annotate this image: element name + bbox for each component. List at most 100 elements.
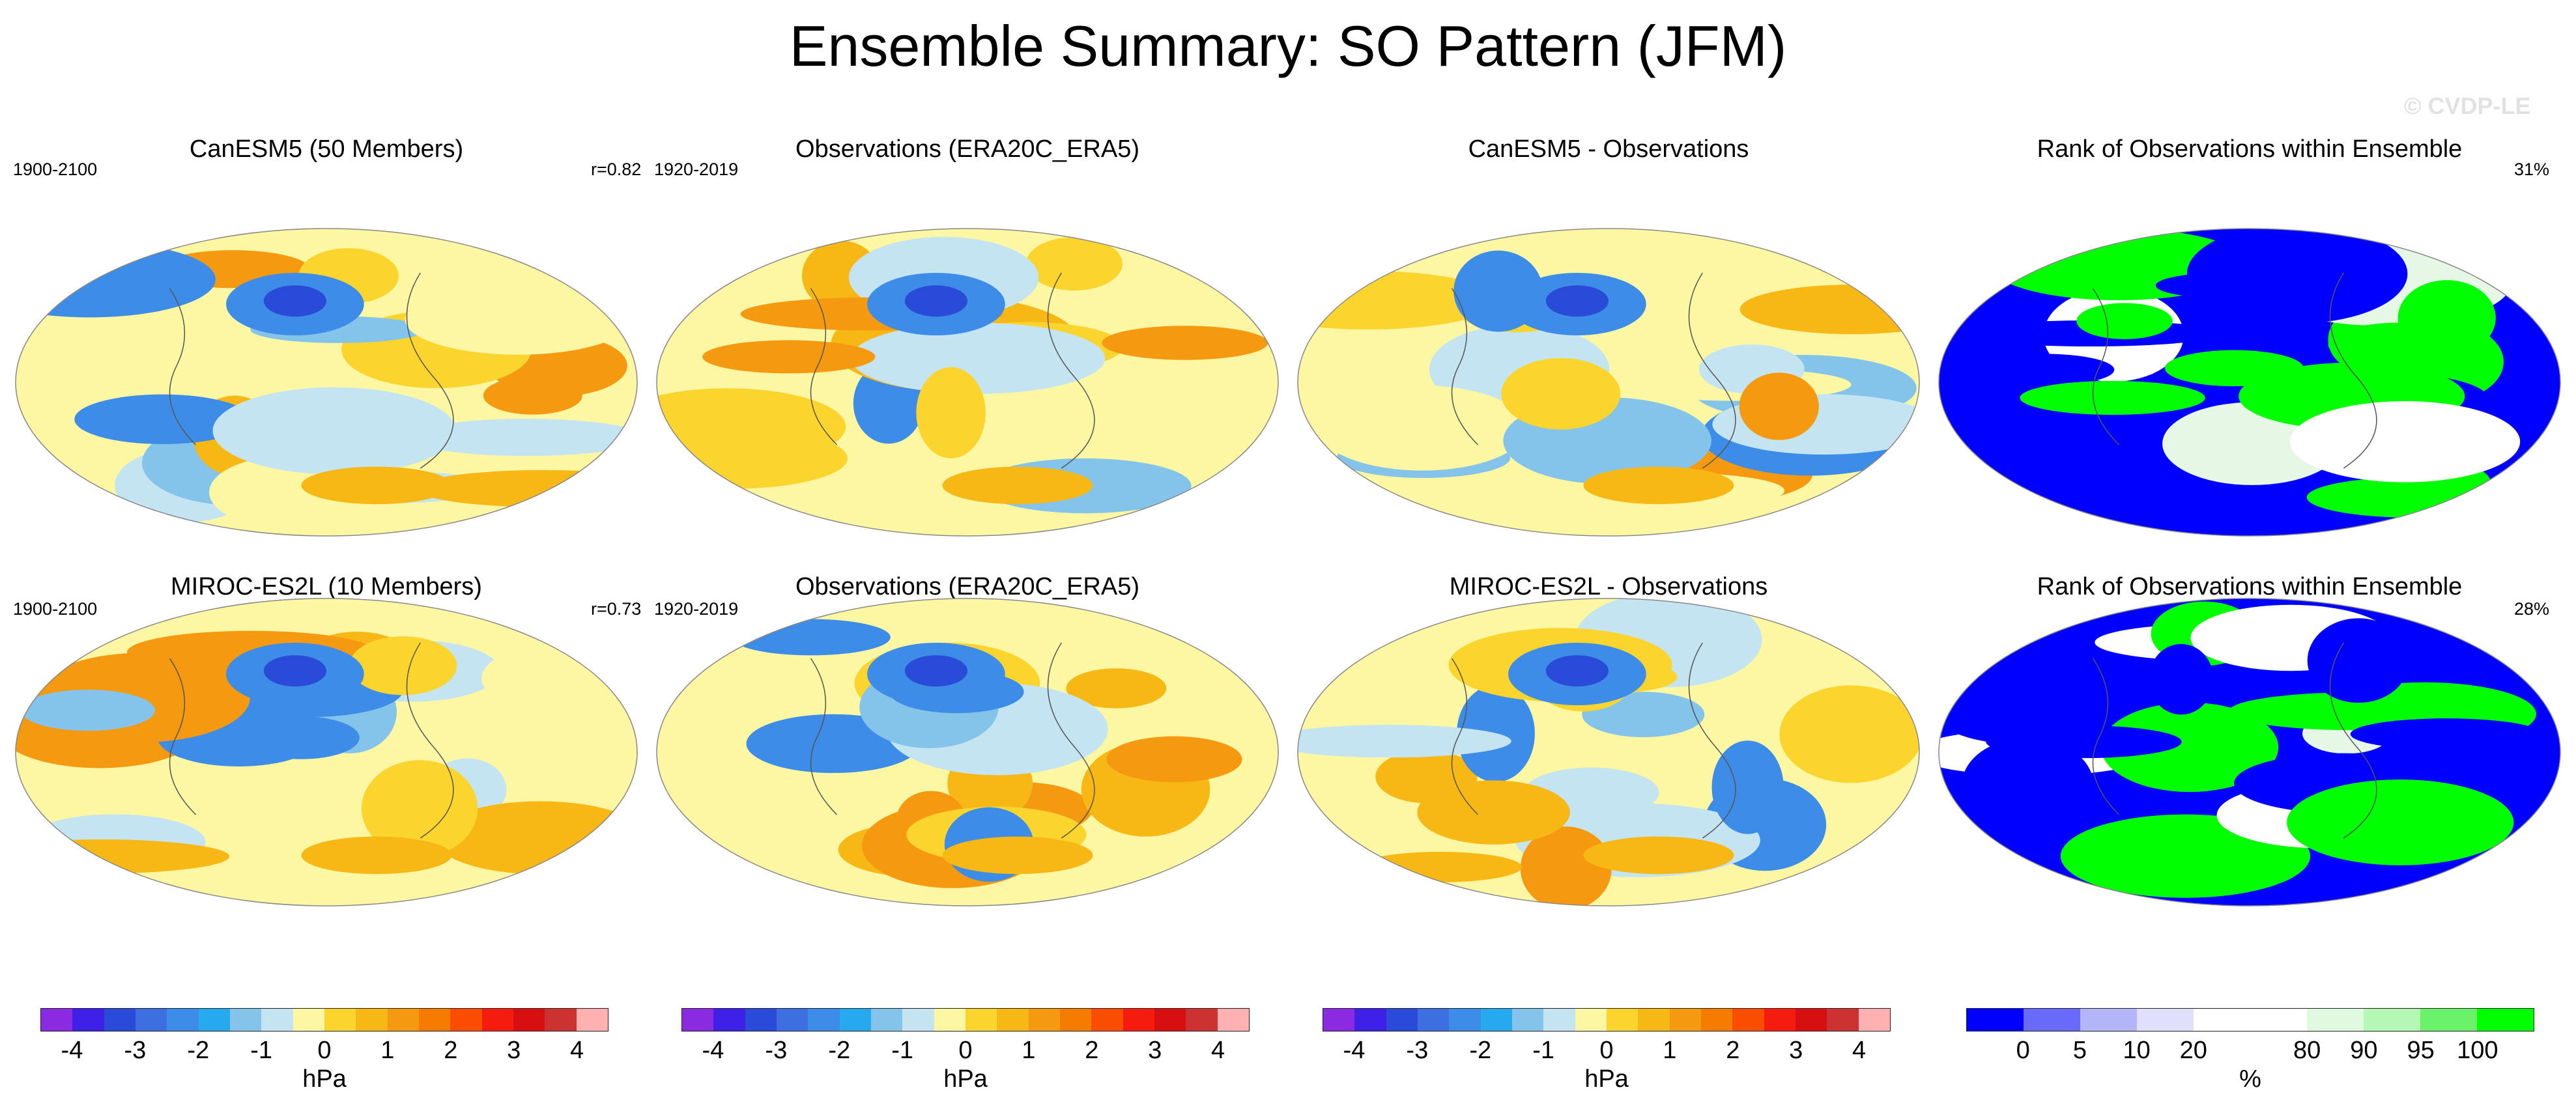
colorbar-swatch	[2477, 1009, 2534, 1031]
field-contour-region	[20, 690, 155, 731]
colorbar-swatch	[2194, 1009, 2250, 1031]
field-contour-region	[1975, 354, 2115, 386]
colorbar-swatch	[1638, 1009, 1670, 1031]
colorbar-swatch	[808, 1009, 840, 1031]
colorbar-swatch	[1449, 1009, 1481, 1031]
field-contour-region	[702, 340, 876, 374]
colorbar-tick-label: 1	[1022, 1037, 1036, 1064]
field-contour-region	[916, 367, 986, 458]
colorbar-tick-label: -4	[702, 1037, 724, 1064]
field-contour-region	[1986, 725, 2182, 759]
high-pressure-region	[1583, 836, 1734, 875]
colorbar-tick-label: 0	[317, 1037, 332, 1064]
colorbar-tick-label: 4	[1852, 1037, 1867, 1064]
colorbar-tick-label: 4	[569, 1037, 584, 1064]
panel-title: Rank of Observations within Ensemble	[2037, 573, 2463, 600]
field-contour-region	[1520, 826, 1612, 906]
colorbar-swatch	[513, 1009, 545, 1031]
colorbar-tick-label: 100	[2457, 1037, 2498, 1064]
colorbar-swatch	[324, 1009, 356, 1031]
panel-period-label: 1900-2100	[13, 599, 98, 619]
field-contour-region	[2020, 380, 2205, 415]
colorbar-tick-label: -4	[61, 1037, 83, 1064]
field-contour-region	[1711, 740, 1784, 834]
colorbar-tick-label: -3	[124, 1037, 147, 1064]
colorbar-swatch	[198, 1009, 230, 1031]
field-contour-region	[408, 419, 637, 456]
low-pressure-core	[1545, 285, 1609, 317]
colorbar-unit-label: hPa	[302, 1065, 347, 1093]
colorbar-tick-label: 2	[444, 1037, 458, 1064]
colorbar-tick-label: 4	[1210, 1037, 1225, 1064]
field-contour-region	[1081, 372, 1208, 412]
colorbar-swatch	[104, 1009, 136, 1031]
colorbar-swatch	[776, 1009, 809, 1031]
panel-stat-label: r=0.82	[591, 160, 642, 179]
field-contour-region	[1417, 780, 1570, 845]
field-contour-region	[483, 376, 582, 415]
field-contour-region	[349, 636, 457, 695]
colorbar-swatch	[356, 1009, 388, 1031]
colorbar-swatch	[1606, 1009, 1639, 1031]
map-panel	[1938, 598, 2561, 906]
colorbar-tick-label: 1	[1663, 1037, 1677, 1064]
field-contour-region	[1066, 668, 1167, 709]
rank-colorbar	[1966, 1008, 2534, 1032]
field-contour-region	[2186, 229, 2408, 324]
colorbar-swatch	[72, 1009, 104, 1031]
colorbar-tick-label: 3	[1789, 1037, 1803, 1064]
field-contour-region	[2287, 779, 2514, 865]
coastline	[2092, 272, 2377, 469]
coastline	[1451, 272, 1736, 469]
field-contour-region	[1962, 738, 2094, 833]
main-title: Ensemble Summary: SO Pattern (JFM)	[789, 14, 1787, 78]
colorbar-swatch	[1575, 1009, 1607, 1031]
field-contour-region	[2076, 303, 2173, 339]
colorbar-swatch	[965, 1009, 997, 1031]
colorbar-swatch	[41, 1009, 73, 1031]
coastline	[1451, 642, 1736, 839]
colorbar-swatch	[2080, 1009, 2137, 1031]
map-panel	[656, 598, 1279, 906]
map-panel	[1297, 228, 1920, 537]
map-outline	[1938, 228, 2561, 537]
map-panel	[656, 228, 1279, 537]
field-contour-region	[1739, 372, 1819, 440]
map-panel	[1297, 598, 1920, 906]
colorbar-tick-label: 0	[958, 1037, 973, 1064]
low-pressure-core	[904, 285, 967, 317]
colorbar-tick-label: 80	[2293, 1037, 2321, 1064]
map-panel	[15, 228, 638, 537]
colorbar-tick-label: -1	[1532, 1037, 1555, 1064]
field-contour-region	[2350, 718, 2543, 750]
colorbar-swatch	[450, 1009, 482, 1031]
colorbar-swatch	[2420, 1009, 2477, 1031]
field-contour-region	[1025, 237, 1123, 291]
colorbar-tick-label: 90	[2350, 1037, 2378, 1064]
colorbar-swatch	[2250, 1009, 2307, 1031]
panel-title: MIROC-ES2L (10 Members)	[171, 573, 482, 600]
low-pressure-core	[263, 655, 326, 687]
panel-title: MIROC-ES2L - Observations	[1449, 573, 1768, 600]
colorbar-tick-label: -2	[1469, 1037, 1492, 1064]
high-pressure-region	[301, 466, 452, 505]
coastline	[2092, 642, 2377, 839]
colorbar-swatch	[713, 1009, 745, 1031]
colorbar-tick-label: 95	[2407, 1037, 2435, 1064]
colorbar-swatch	[1764, 1009, 1796, 1031]
field-contour-region	[1501, 358, 1621, 430]
panel-title: Observations (ERA20C_ERA5)	[795, 135, 1139, 163]
colorbar-swatch	[745, 1009, 777, 1031]
coastline	[169, 642, 454, 839]
high-pressure-region	[1583, 466, 1734, 505]
colorbar-swatch	[682, 1009, 714, 1031]
colorbar-swatch	[481, 1009, 513, 1031]
coastline	[810, 642, 1095, 839]
field-contour-region	[1106, 736, 1242, 783]
coastline	[169, 272, 454, 469]
low-pressure-core	[263, 285, 326, 317]
map-outline	[1297, 598, 1920, 906]
colorbar-tick-label: 10	[2123, 1037, 2151, 1064]
colorbar-tick-label: -2	[828, 1037, 851, 1064]
colorbar-unit-label: hPa	[943, 1065, 988, 1093]
